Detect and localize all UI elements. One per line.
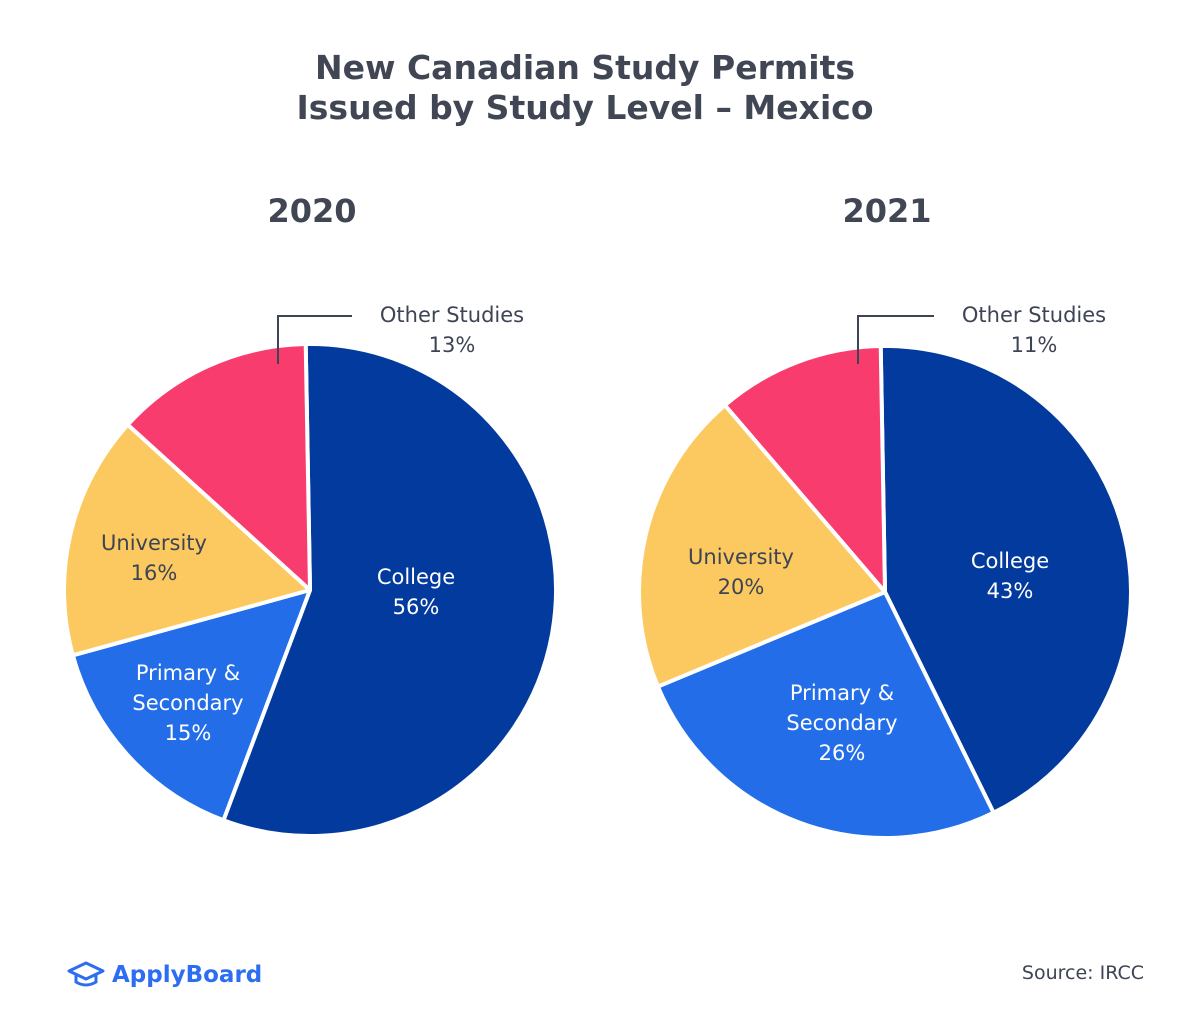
slice-category-label: Other Studies [962,303,1106,327]
pie-slice [125,342,312,592]
slice-category-label: Primary & [790,681,894,705]
slice-category-label: Secondary [132,691,243,715]
slice-value-label: 43% [987,579,1034,603]
source-note: Source: IRCC [1021,962,1144,984]
pie-chart-2021: 2021 College 43% Primary & Secondary 26% Unive… [637,192,1134,840]
pie-slice [637,403,887,689]
pie-slice [878,344,1134,815]
chart-title: New Canadian Study Permits Issued by Stu… [0,48,1170,128]
chart-title-line-1: New Canadian Study Permits [314,48,856,87]
slice-value-label: 13% [429,333,476,357]
slice-value-label: 16% [131,561,178,585]
pie-chart-2020: 2020 College 56% Primary & Secondary 15% Unive… [62,192,558,838]
slice-value-label: 11% [1011,333,1058,357]
leader-line [857,315,934,364]
slice-value-label: 15% [165,721,212,745]
slice-category-label: College [971,549,1049,573]
pie-title: 2021 [842,192,931,230]
slice-value-label: 56% [393,595,440,619]
slice-value-label: 20% [718,575,765,599]
slice-category-label: Other Studies [380,303,524,327]
slice-category-label: Secondary [786,711,897,735]
brand-name: ApplyBoard [112,962,263,988]
slice-category-label: College [377,565,455,589]
slice-category-label: University [688,545,794,569]
pie-slice [70,588,312,823]
slice-category-label: University [101,531,207,555]
leader-line [277,315,352,364]
chart-title-line-2: Issued by Study Level – Mexico [296,88,874,127]
pie-slice [722,344,887,594]
pie-slice [221,342,558,838]
applyboard-logo: ApplyBoard [66,958,262,992]
slice-category-label: Primary & [136,661,240,685]
slice-value-label: 26% [819,741,866,765]
pie-title: 2020 [267,192,356,230]
graduation-cap-icon [67,961,105,987]
pie-slice [62,422,312,658]
